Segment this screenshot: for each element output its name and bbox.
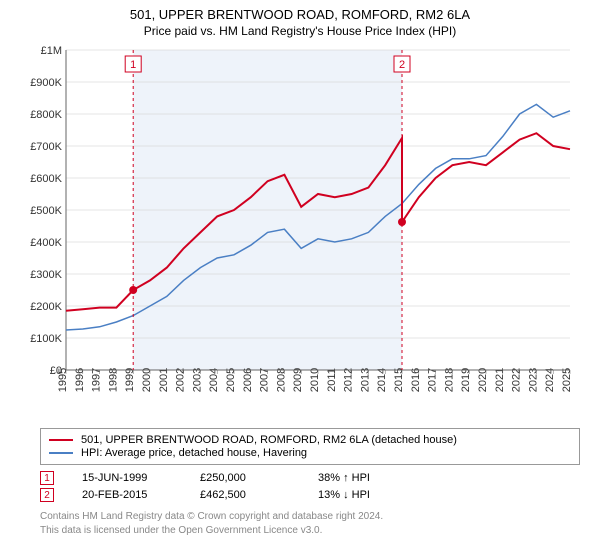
svg-text:2001: 2001 bbox=[158, 368, 170, 392]
svg-text:1998: 1998 bbox=[107, 368, 119, 392]
svg-text:1999: 1999 bbox=[124, 368, 136, 392]
svg-text:£100K: £100K bbox=[30, 333, 62, 345]
svg-text:2013: 2013 bbox=[359, 368, 371, 392]
svg-text:1995: 1995 bbox=[57, 368, 69, 392]
footer-line: This data is licensed under the Open Gov… bbox=[40, 524, 580, 538]
svg-text:2012: 2012 bbox=[343, 368, 355, 392]
svg-text:2009: 2009 bbox=[292, 368, 304, 392]
svg-text:£1M: £1M bbox=[41, 45, 62, 57]
event-marker-icon: 1 bbox=[40, 471, 54, 485]
svg-text:£700K: £700K bbox=[30, 141, 62, 153]
svg-text:1: 1 bbox=[130, 59, 136, 71]
legend-row: HPI: Average price, detached house, Have… bbox=[49, 447, 571, 459]
legend: 501, UPPER BRENTWOOD ROAD, ROMFORD, RM2 … bbox=[40, 428, 580, 465]
svg-text:2016: 2016 bbox=[410, 368, 422, 392]
chart-area: £0£100K£200K£300K£400K£500K£600K£700K£80… bbox=[20, 42, 580, 422]
svg-text:2021: 2021 bbox=[494, 368, 506, 392]
svg-text:£900K: £900K bbox=[30, 77, 62, 89]
svg-text:2017: 2017 bbox=[427, 368, 439, 392]
svg-text:2011: 2011 bbox=[326, 368, 338, 392]
svg-text:2010: 2010 bbox=[309, 368, 321, 392]
svg-text:2006: 2006 bbox=[242, 368, 254, 392]
legend-label: HPI: Average price, detached house, Have… bbox=[81, 447, 307, 459]
svg-text:2007: 2007 bbox=[259, 368, 271, 392]
chart-title: 501, UPPER BRENTWOOD ROAD, ROMFORD, RM2 … bbox=[0, 0, 600, 24]
event-delta: 38% ↑ HPI bbox=[318, 472, 408, 484]
chart-subtitle: Price paid vs. HM Land Registry's House … bbox=[0, 24, 600, 42]
event-price: £462,500 bbox=[200, 489, 290, 501]
event-row: 2 20-FEB-2015 £462,500 13% ↓ HPI bbox=[40, 488, 580, 502]
chart-svg: £0£100K£200K£300K£400K£500K£600K£700K£80… bbox=[20, 42, 580, 422]
svg-text:2019: 2019 bbox=[460, 368, 472, 392]
svg-text:£800K: £800K bbox=[30, 109, 62, 121]
svg-text:2024: 2024 bbox=[544, 368, 556, 392]
svg-text:1996: 1996 bbox=[74, 368, 86, 392]
footer-line: Contains HM Land Registry data © Crown c… bbox=[40, 510, 580, 524]
svg-text:2008: 2008 bbox=[275, 368, 287, 392]
legend-swatch bbox=[49, 452, 73, 454]
event-row: 1 15-JUN-1999 £250,000 38% ↑ HPI bbox=[40, 471, 580, 485]
svg-text:£600K: £600K bbox=[30, 173, 62, 185]
footer: Contains HM Land Registry data © Crown c… bbox=[40, 510, 580, 538]
event-delta: 13% ↓ HPI bbox=[318, 489, 408, 501]
svg-text:2020: 2020 bbox=[477, 368, 489, 392]
svg-text:2014: 2014 bbox=[376, 368, 388, 392]
svg-text:2023: 2023 bbox=[527, 368, 539, 392]
chart-container: 501, UPPER BRENTWOOD ROAD, ROMFORD, RM2 … bbox=[0, 0, 600, 560]
svg-text:2000: 2000 bbox=[141, 368, 153, 392]
event-date: 20-FEB-2015 bbox=[82, 489, 172, 501]
svg-text:2018: 2018 bbox=[443, 368, 455, 392]
svg-text:2003: 2003 bbox=[191, 368, 203, 392]
svg-text:2004: 2004 bbox=[208, 368, 220, 392]
svg-text:2015: 2015 bbox=[393, 368, 405, 392]
legend-row: 501, UPPER BRENTWOOD ROAD, ROMFORD, RM2 … bbox=[49, 434, 571, 446]
event-marker-icon: 2 bbox=[40, 488, 54, 502]
events-table: 1 15-JUN-1999 £250,000 38% ↑ HPI 2 20-FE… bbox=[40, 471, 580, 502]
svg-text:£500K: £500K bbox=[30, 205, 62, 217]
event-date: 15-JUN-1999 bbox=[82, 472, 172, 484]
legend-swatch bbox=[49, 439, 73, 441]
event-price: £250,000 bbox=[200, 472, 290, 484]
svg-text:£200K: £200K bbox=[30, 301, 62, 313]
svg-text:£300K: £300K bbox=[30, 269, 62, 281]
svg-text:2005: 2005 bbox=[225, 368, 237, 392]
svg-text:2: 2 bbox=[399, 59, 405, 71]
svg-text:2022: 2022 bbox=[511, 368, 523, 392]
legend-label: 501, UPPER BRENTWOOD ROAD, ROMFORD, RM2 … bbox=[81, 434, 457, 446]
svg-text:2002: 2002 bbox=[175, 368, 187, 392]
svg-text:£400K: £400K bbox=[30, 237, 62, 249]
svg-text:1997: 1997 bbox=[91, 368, 103, 392]
svg-text:2025: 2025 bbox=[561, 368, 573, 392]
